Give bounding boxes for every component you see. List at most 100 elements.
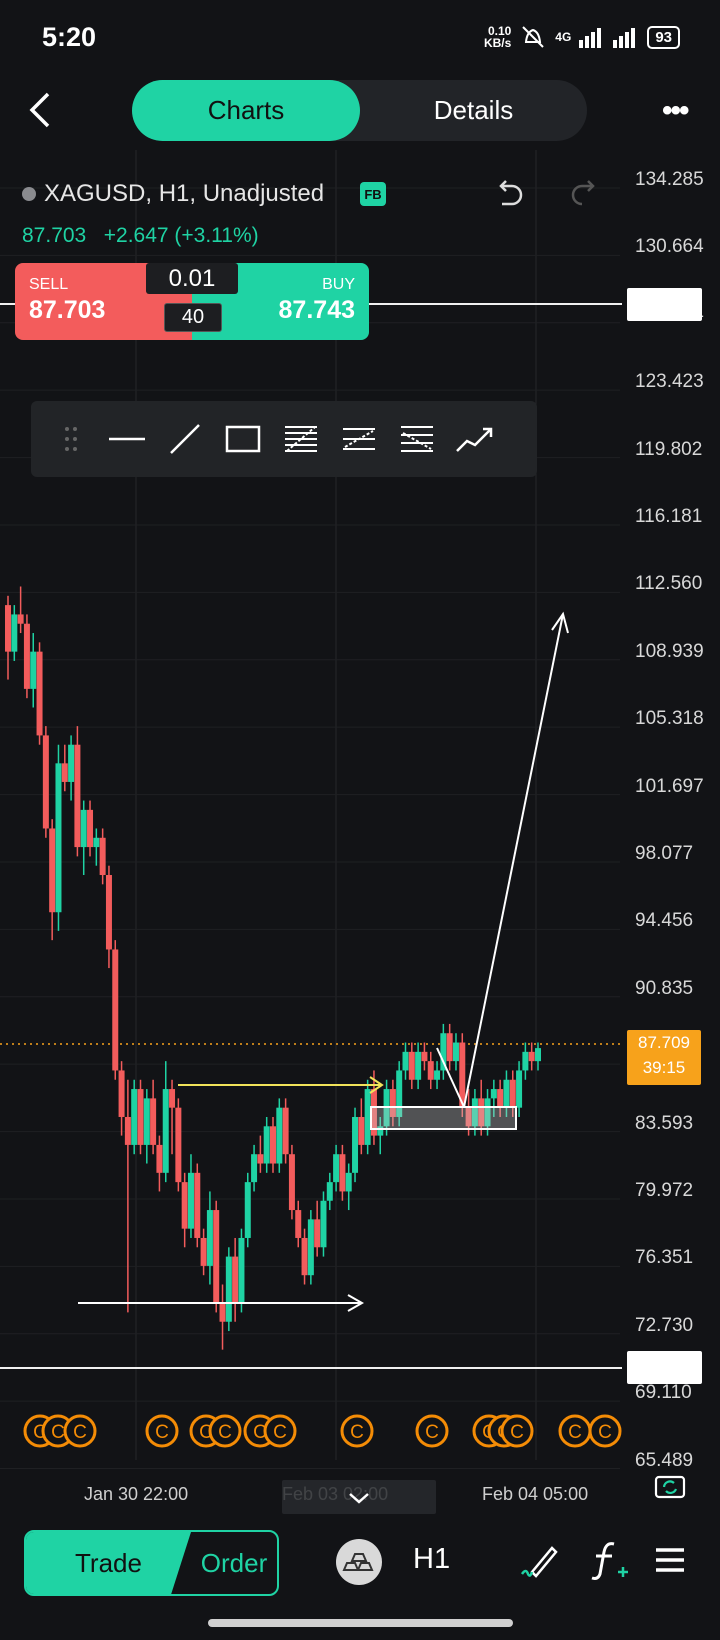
candle-body [17,614,24,624]
event-marker[interactable]: C [415,1414,449,1448]
candle-body [162,1089,169,1173]
tab-details[interactable]: Details [433,95,514,125]
candle-body [74,744,81,848]
svg-text:C: C [51,1422,65,1443]
arrow-head-yellow [369,1076,384,1094]
candle-body [301,1237,308,1276]
event-marker[interactable]: C [340,1414,374,1448]
candle-body [509,1079,516,1108]
candle-body [358,1116,365,1145]
candle-body [150,1098,157,1145]
price-axis-label: 94.456 [635,910,694,932]
candle-body [23,623,30,689]
event-marker[interactable]: C [588,1414,622,1448]
candle-body [389,1089,396,1117]
arrow-head-white [347,1294,365,1312]
candle-body [339,1154,346,1192]
time-axis-collapse-handle[interactable] [282,1480,436,1514]
trade-button[interactable]: Trade [26,1532,191,1594]
price-change: 87.703 +2.647 (+3.11%) [22,224,259,247]
projection-line [436,1047,465,1108]
fullscreen-rotate-icon[interactable] [650,1469,690,1505]
svg-text:C: C [253,1422,267,1443]
candle-body [326,1182,333,1201]
price-axis-label: 123.423 [635,371,704,393]
timeframe-selector[interactable]: H1 [413,1543,451,1575]
svg-text:C: C [218,1422,232,1443]
candle-body [99,837,106,876]
home-indicator[interactable] [208,1619,513,1627]
fib-extension-icon[interactable] [333,413,385,465]
time-axis-label: Jan 30 22:00 [84,1484,189,1504]
event-marker[interactable]: C [208,1414,242,1448]
candle-body [415,1051,422,1080]
candle-body [49,828,56,913]
horizontal-line-icon[interactable] [101,413,153,465]
drawing-toolbar [31,401,537,477]
svg-text:C: C [510,1422,524,1443]
candle-body [80,809,87,848]
status-icons: 0.10 KB/s 4G 93 [484,24,680,50]
candlestick-chart[interactable]: CCCCCCCCCCCCCCC [0,150,720,1480]
view-tabs: Charts Details [132,80,587,141]
lot-size-input[interactable]: 0.01 [146,263,238,294]
candle-body [434,1070,441,1080]
drawing-tools-icon[interactable] [518,1538,562,1582]
candle-body [112,949,119,1071]
time-axis-label: Feb 04 05:00 [482,1484,589,1504]
fib-retracement-icon[interactable] [275,413,327,465]
candle-body [156,1144,163,1173]
candle-body [187,1172,194,1229]
candle-body [118,1070,125,1117]
candle-body [471,1098,478,1127]
candle-body [402,1051,409,1071]
candle-body [377,1126,384,1136]
indicators-icon[interactable] [588,1538,632,1582]
undo-icon[interactable] [494,178,524,210]
trade-order-switch: Trade Order [24,1530,279,1596]
event-marker[interactable]: C [63,1414,97,1448]
order-button[interactable]: Order [200,1547,268,1578]
horizontal-line-price-tag [627,288,702,321]
candle-body [257,1154,264,1164]
candle-body [295,1210,302,1238]
gold-bars-icon[interactable] [336,1539,382,1585]
candle-body [36,651,43,736]
event-marker[interactable]: C [500,1414,534,1448]
price-axis-label: 116.181 [635,506,703,527]
status-bar: 5:20 0.10 KB/s 4G 93 [0,0,720,76]
mute-icon [522,26,545,48]
candle-body [61,763,68,782]
candle-body [124,1116,131,1145]
candle-body [194,1172,201,1238]
candle-body [5,605,11,652]
spread-badge: 40 [164,303,222,332]
current-price-tag: 87.709 39:15 [627,1030,701,1085]
redo-icon[interactable] [570,178,600,210]
more-icon[interactable]: ••• [662,94,689,127]
candle-body [528,1051,535,1062]
tab-charts[interactable]: Charts [132,80,360,141]
candle-body [452,1042,459,1062]
candle-body [440,1033,447,1071]
candle-body [68,744,75,782]
menu-icon[interactable] [652,1540,688,1580]
polyline-icon[interactable] [449,413,501,465]
trend-line-icon[interactable] [159,413,211,465]
svg-text:C: C [350,1422,364,1443]
event-marker[interactable]: C [263,1414,297,1448]
fib-channel-icon[interactable] [391,413,443,465]
candle-body [200,1237,207,1266]
candle-body [282,1107,289,1155]
event-marker[interactable]: C [145,1414,179,1448]
svg-text:C: C [155,1422,169,1443]
drag-handle-icon[interactable] [45,413,97,465]
projection-arrow-head [551,611,569,634]
svg-text:C: C [568,1422,582,1443]
rectangle-icon[interactable] [217,413,269,465]
back-icon[interactable] [22,88,62,132]
candle-body [244,1182,251,1238]
candle-body [478,1098,485,1127]
candle-body [238,1237,245,1304]
event-marker[interactable]: C [558,1414,592,1448]
